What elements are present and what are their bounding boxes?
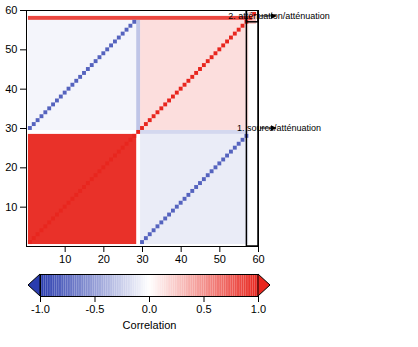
svg-text:2. atténuation/atténuation: 2. atténuation/atténuation [228,11,330,21]
svg-text:0.0: 0.0 [142,303,157,315]
svg-text:60: 60 [252,253,264,265]
svg-text:40: 40 [5,83,17,95]
svg-text:Correlation: Correlation [123,319,177,331]
svg-text:1. source/atténuation: 1. source/atténuation [237,123,321,133]
svg-text:30: 30 [5,122,17,134]
svg-text:10: 10 [5,201,17,213]
svg-text:50: 50 [5,43,17,55]
svg-text:10: 10 [59,253,71,265]
svg-text:50: 50 [214,253,226,265]
svg-text:1.0: 1.0 [251,303,266,315]
svg-text:0.5: 0.5 [196,303,211,315]
svg-text:20: 20 [98,253,110,265]
svg-text:-0.5: -0.5 [86,303,105,315]
svg-text:60: 60 [5,4,17,16]
svg-text:30: 30 [136,253,148,265]
svg-text:20: 20 [5,161,17,173]
svg-text:-1.0: -1.0 [31,303,50,315]
svg-text:40: 40 [175,253,187,265]
